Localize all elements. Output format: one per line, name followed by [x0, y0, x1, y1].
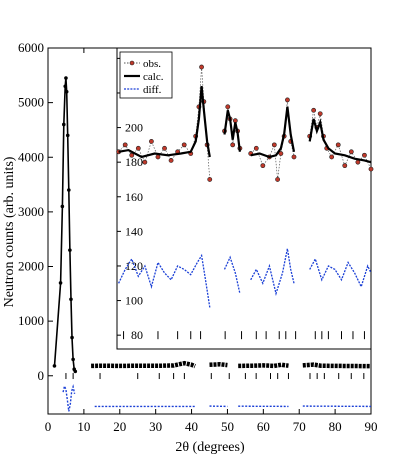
- diff-series-line: [309, 257, 372, 289]
- peak-series-point: [61, 122, 66, 127]
- x-tick-label: 10: [77, 419, 90, 434]
- legend-marker-obs: [129, 60, 135, 66]
- peak-series-point: [71, 357, 75, 362]
- calc-series-line: [223, 110, 241, 152]
- inset-y-tick-label: 80: [131, 328, 143, 342]
- y-tick-label: 3000: [18, 204, 44, 219]
- obs-series-point: [253, 145, 259, 151]
- y-axis-label: Neutron counts (arb. units): [2, 156, 17, 307]
- inset-plot: 80100120140160180200220240obs.calc.diff.: [116, 47, 374, 350]
- obs-series-point: [368, 166, 374, 172]
- calc-series-line: [250, 106, 296, 159]
- x-tick-label: 50: [221, 419, 234, 434]
- calc-series-line: [308, 118, 372, 164]
- peak-difference-line: [62, 383, 76, 412]
- obs-series-point: [278, 151, 284, 156]
- obs-series-point: [260, 163, 266, 169]
- obs-series-point: [162, 145, 167, 151]
- obs-series-point: [149, 139, 154, 144]
- legend-label: diff.: [143, 84, 162, 96]
- obs-series-point: [362, 152, 367, 158]
- peak-series-point: [58, 281, 63, 285]
- x-tick-label: 20: [113, 419, 126, 434]
- diff-series-line: [250, 248, 295, 297]
- obs-series-point: [199, 64, 204, 70]
- peak-series-point: [52, 364, 57, 368]
- peak-series-line: [53, 77, 77, 372]
- x-axis-label: 2θ (degrees): [175, 440, 245, 455]
- main-plot: 0 10 20 30 40 50 60 70 80 90 0 1000 2000 3000 4000 5000…: [18, 40, 378, 434]
- obs-series-point: [225, 104, 231, 110]
- obs-series-point: [275, 177, 280, 182]
- obs-series-point: [135, 145, 141, 151]
- peak-series-point: [63, 84, 68, 89]
- peak-series-point: [60, 204, 65, 209]
- peak-series-point: [69, 297, 73, 302]
- background-series-line: [302, 362, 372, 369]
- obs-series-point: [207, 177, 213, 182]
- obs-series-point: [181, 142, 187, 148]
- diff-series-line: [223, 255, 241, 294]
- x-tick-label: 40: [185, 419, 198, 434]
- diff-series-line: [118, 253, 211, 308]
- obs-series-point: [271, 142, 277, 148]
- inset-y-tick-label: 100: [125, 294, 143, 308]
- y-tick-label: 2000: [18, 259, 44, 274]
- peak-series-point: [73, 369, 78, 374]
- obs-series-point: [317, 111, 323, 117]
- x-tick-label: 80: [329, 419, 342, 434]
- obs-series-point: [129, 152, 135, 158]
- obs-series-point: [142, 159, 148, 165]
- peak-series-point: [64, 76, 68, 80]
- x-tick-label: 90: [365, 419, 378, 434]
- peak-series-point: [68, 248, 72, 252]
- obs-series-point: [329, 154, 335, 160]
- inset-y-tick-label: 140: [125, 224, 143, 238]
- legend-label: obs.: [143, 58, 161, 70]
- y-tick-label: 1000: [18, 313, 44, 328]
- x-tick-label: 0: [45, 419, 52, 434]
- peak-series-point: [70, 335, 74, 340]
- peak-series-point: [67, 188, 71, 192]
- obs-series-point: [342, 163, 348, 169]
- inset-y-tick-label: 160: [125, 190, 143, 204]
- background-series-line: [238, 362, 289, 369]
- background-series-line: [91, 360, 196, 369]
- y-tick-label: 6000: [18, 40, 44, 55]
- x-tick-label: 70: [293, 419, 306, 434]
- obs-series-point: [155, 154, 161, 160]
- obs-series-point: [122, 142, 128, 148]
- x-tick-label: 30: [149, 419, 162, 434]
- inset-y-tick-label: 180: [125, 155, 143, 169]
- obs-series-point: [348, 149, 354, 155]
- obs-series-point: [355, 159, 361, 165]
- inset-y-tick-label: 200: [125, 121, 143, 135]
- obs-series-point: [168, 158, 174, 163]
- y-tick-label: 4000: [18, 149, 44, 164]
- y-tick-label: 0: [38, 368, 45, 383]
- x-tick-label: 60: [257, 419, 270, 434]
- obs-series-point: [291, 154, 297, 160]
- obs-series-point: [230, 142, 236, 148]
- obs-series-point: [335, 142, 341, 148]
- obs-series-point: [285, 97, 290, 103]
- obs-series-point: [311, 107, 317, 113]
- calc-series-line: [118, 85, 211, 159]
- obs-series-line: [118, 66, 211, 180]
- obs-series-point: [232, 118, 238, 124]
- peak-series-point: [65, 133, 70, 138]
- background-series-line: [209, 362, 228, 368]
- legend-label: calc.: [143, 71, 164, 83]
- peak-series-point: [64, 89, 69, 94]
- y-tick-label: 5000: [18, 95, 44, 110]
